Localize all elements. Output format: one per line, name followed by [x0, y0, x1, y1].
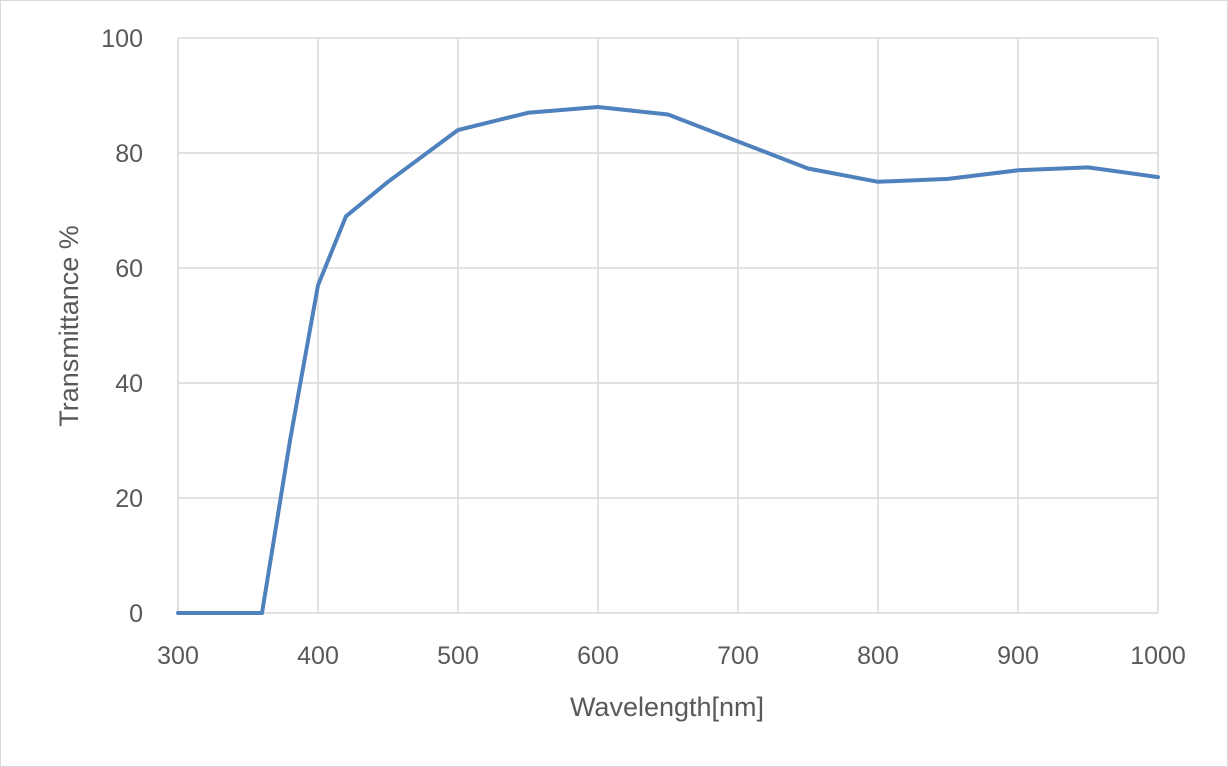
x-tick-label: 700	[717, 642, 759, 670]
x-axis-tick-labels: 300 400 500 600 700 800 900 1000	[157, 642, 1186, 670]
horizontal-gridlines	[178, 37, 1158, 614]
x-tick-label: 800	[857, 642, 899, 670]
y-axis-tick-labels: 0 20 40 60 80 100	[101, 25, 143, 628]
x-tick-label: 600	[577, 642, 619, 670]
y-tick-label: 0	[129, 600, 143, 628]
x-tick-label: 400	[297, 642, 339, 670]
y-tick-label: 40	[115, 370, 143, 398]
y-axis-title: Transmittance %	[54, 225, 84, 427]
vertical-gridlines	[177, 38, 1159, 613]
y-tick-label: 20	[115, 485, 143, 513]
y-tick-label: 80	[115, 140, 143, 168]
series-layer	[176, 105, 1160, 615]
x-tick-label: 1000	[1130, 642, 1186, 670]
x-axis-title: Wavelength[nm]	[570, 692, 764, 722]
y-tick-label: 60	[115, 255, 143, 283]
x-tick-label: 300	[157, 642, 199, 670]
y-tick-label: 100	[101, 25, 143, 53]
x-tick-label: 500	[437, 642, 479, 670]
series-line-transmittance	[176, 105, 1160, 615]
x-tick-label: 900	[997, 642, 1039, 670]
